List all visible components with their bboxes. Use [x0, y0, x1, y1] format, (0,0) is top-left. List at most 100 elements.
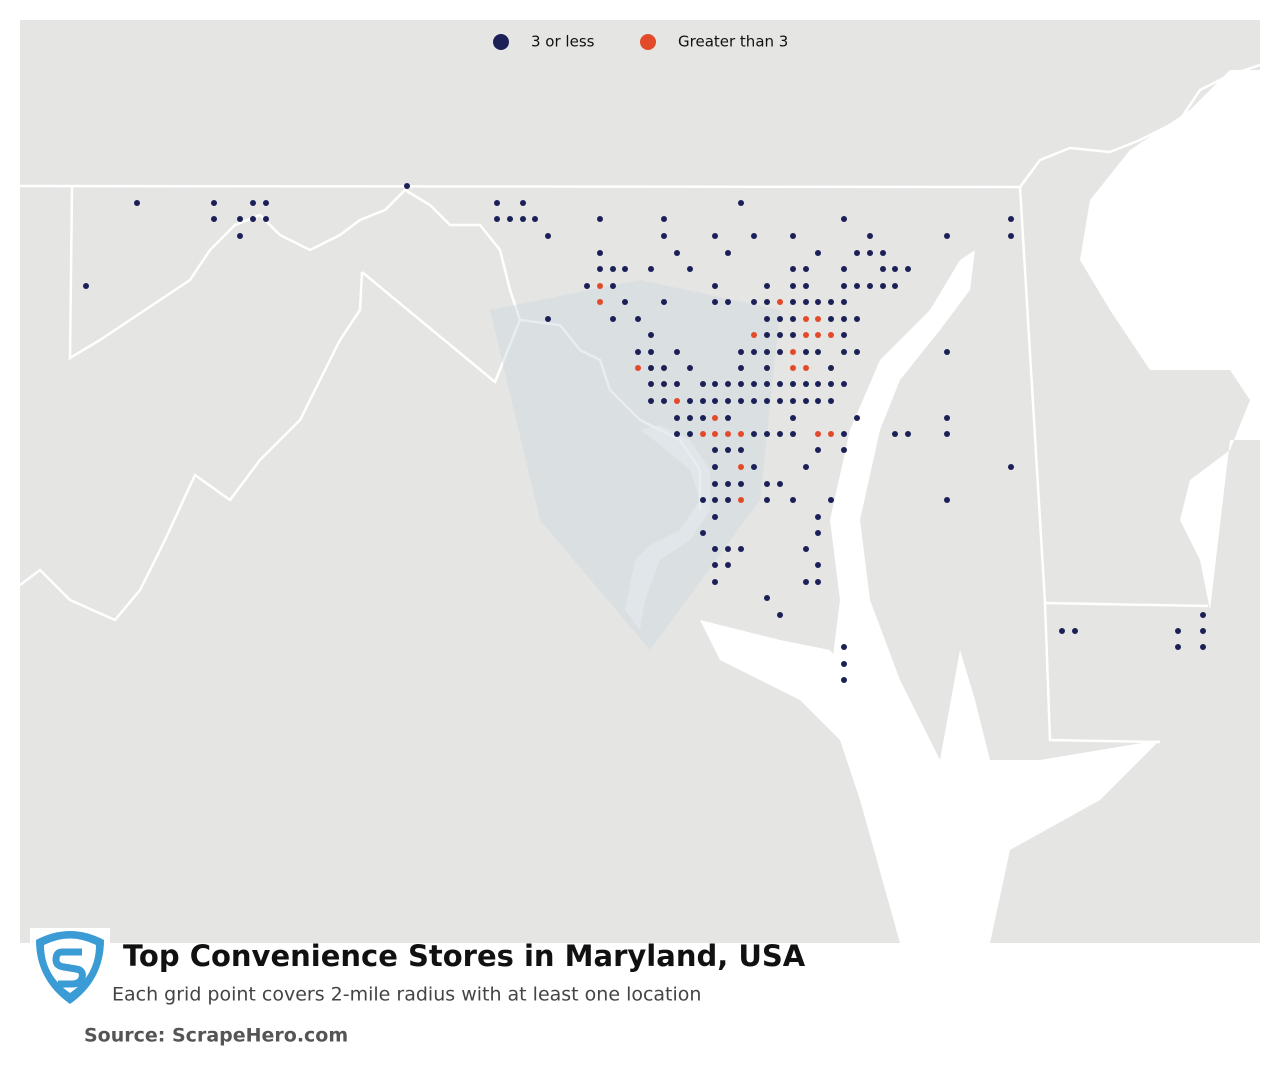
grid-point [263, 200, 269, 206]
grid-point [597, 216, 603, 222]
grid-point [674, 349, 680, 355]
grid-point [700, 530, 706, 536]
grid-point [803, 546, 809, 552]
grid-point [712, 381, 718, 387]
grid-point [815, 250, 821, 256]
grid-point [777, 349, 783, 355]
grid-point [892, 431, 898, 437]
grid-point [738, 481, 744, 487]
grid-point [944, 233, 950, 239]
grid-point [764, 595, 770, 601]
logo [30, 928, 110, 1008]
grid-point [828, 398, 834, 404]
grid-point [892, 266, 898, 272]
grid-point [725, 431, 731, 437]
grid-point [854, 349, 860, 355]
grid-point [648, 266, 654, 272]
grid-point [790, 283, 796, 289]
grid-point [725, 299, 731, 305]
grid-point [751, 299, 757, 305]
grid-point [712, 398, 718, 404]
grid-point [751, 431, 757, 437]
grid-point [700, 497, 706, 503]
grid-point [815, 579, 821, 585]
grid-point [738, 398, 744, 404]
grid-point [1200, 644, 1206, 650]
grid-point [777, 299, 783, 305]
grid-point [674, 250, 680, 256]
grid-point [635, 365, 641, 371]
grid-point [854, 283, 860, 289]
grid-point [905, 266, 911, 272]
grid-point [777, 316, 783, 322]
grid-point [584, 283, 590, 289]
grid-point [1008, 216, 1014, 222]
grid-point [687, 398, 693, 404]
grid-point [790, 398, 796, 404]
grid-point [700, 398, 706, 404]
grid-point [867, 233, 873, 239]
grid-point [790, 299, 796, 305]
grid-point [841, 316, 847, 322]
grid-point [803, 381, 809, 387]
grid-point [712, 497, 718, 503]
grid-point [211, 216, 217, 222]
grid-point [712, 464, 718, 470]
grid-point [867, 250, 873, 256]
grid-point [828, 365, 834, 371]
grid-point [751, 332, 757, 338]
grid-point [841, 447, 847, 453]
grid-point [263, 216, 269, 222]
grid-point [661, 365, 667, 371]
title: Top Convenience Stores in Maryland, USA [123, 939, 806, 973]
grid-point [738, 464, 744, 470]
grid-point [494, 200, 500, 206]
grid-point [404, 183, 410, 189]
grid-point [764, 481, 770, 487]
grid-point [803, 266, 809, 272]
grid-point [725, 398, 731, 404]
grid-point [854, 250, 860, 256]
grid-point [751, 398, 757, 404]
grid-point [841, 661, 847, 667]
grid-point [790, 431, 796, 437]
grid-point [610, 266, 616, 272]
grid-point [790, 415, 796, 421]
grid-point [841, 381, 847, 387]
grid-point [1008, 464, 1014, 470]
grid-point [1175, 628, 1181, 634]
grid-point [815, 381, 821, 387]
grid-point [777, 332, 783, 338]
grid-point [803, 365, 809, 371]
grid-point [687, 266, 693, 272]
grid-point [674, 415, 680, 421]
grid-point [674, 381, 680, 387]
grid-point [815, 316, 821, 322]
grid-point [803, 464, 809, 470]
grid-point [841, 216, 847, 222]
grid-point [751, 464, 757, 470]
grid-point [905, 431, 911, 437]
grid-point [211, 200, 217, 206]
grid-point [1175, 644, 1181, 650]
grid-point [841, 644, 847, 650]
grid-point [520, 200, 526, 206]
grid-point [828, 431, 834, 437]
grid-point [790, 332, 796, 338]
grid-point [725, 250, 731, 256]
grid-point [803, 579, 809, 585]
grid-point [1059, 628, 1065, 634]
grid-point [790, 266, 796, 272]
grid-point [803, 398, 809, 404]
grid-point [597, 266, 603, 272]
grid-point [738, 349, 744, 355]
grid-point [545, 316, 551, 322]
grid-point [674, 398, 680, 404]
grid-point [712, 431, 718, 437]
grid-point [738, 447, 744, 453]
delaware-bay [1080, 70, 1260, 610]
grid-point [815, 398, 821, 404]
grid-point [854, 316, 860, 322]
